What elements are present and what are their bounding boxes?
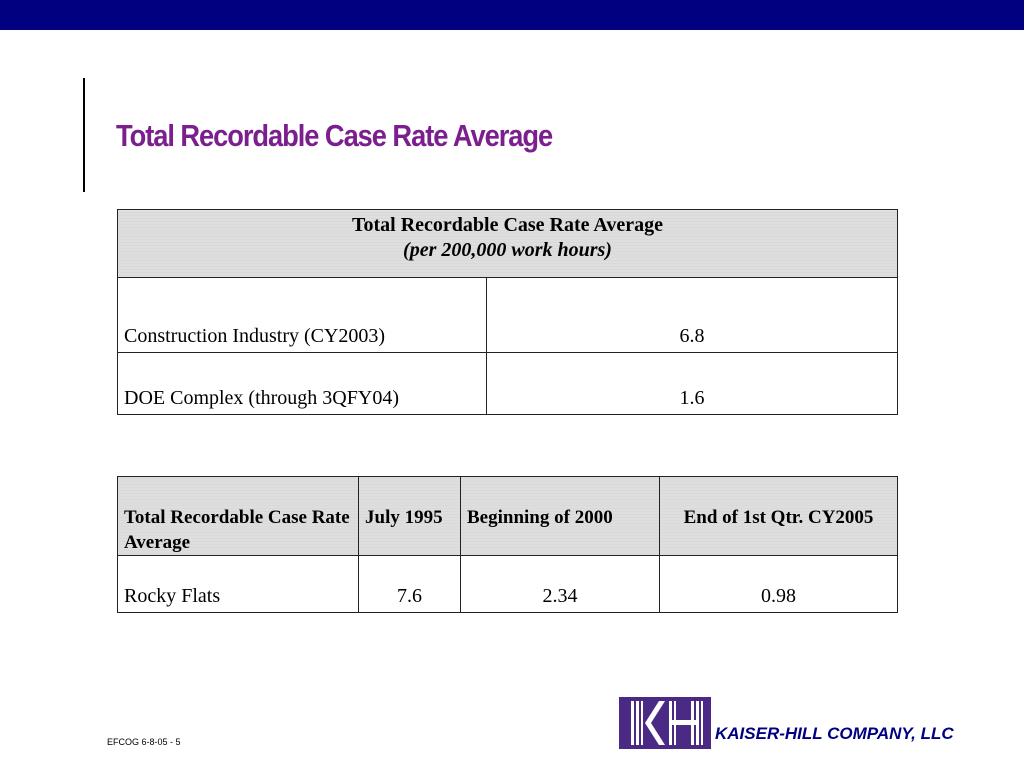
table-row: DOE Complex (through 3QFY04) 1.6 <box>117 352 898 415</box>
slide-title: Total Recordable Case Rate Average <box>116 118 553 153</box>
column-header: End of 1st Qtr. CY2005 <box>659 476 898 556</box>
top-banner-bar <box>0 0 1024 30</box>
table-header-row: Total Recordable Case Rate Average (per … <box>117 209 898 278</box>
row-label: DOE Complex (through 3QFY04) <box>117 352 487 415</box>
table-header-row: Total Recordable Case Rate Average July … <box>117 476 898 556</box>
row-value: 2.34 <box>460 555 660 613</box>
footer-slide-code: EFCOG 6-8-05 - 5 <box>107 737 181 747</box>
column-header: Total Recordable Case Rate Average <box>117 476 359 556</box>
row-value: 7.6 <box>358 555 461 613</box>
table-header-subtitle: (per 200,000 work hours) <box>403 239 612 261</box>
row-label: Construction Industry (CY2003) <box>117 277 487 353</box>
title-accent-line <box>83 78 85 192</box>
rate-average-table: Total Recordable Case Rate Average (per … <box>117 209 898 415</box>
table-row: Rocky Flats 7.6 2.34 0.98 <box>117 555 898 613</box>
column-header: July 1995 <box>358 476 461 556</box>
row-value: 0.98 <box>659 555 898 613</box>
row-label: Rocky Flats <box>117 555 359 613</box>
row-value: 6.8 <box>486 277 898 353</box>
column-header: Beginning of 2000 <box>460 476 660 556</box>
table-row: Construction Industry (CY2003) 6.8 <box>117 277 898 353</box>
kaiser-hill-logo-icon <box>619 697 711 749</box>
table-header-title: Total Recordable Case Rate Average <box>351 214 664 236</box>
company-name: KAISER-HILL COMPANY, LLC <box>715 724 954 743</box>
row-value: 1.6 <box>486 352 898 415</box>
rocky-flats-table: Total Recordable Case Rate Average July … <box>117 476 898 613</box>
table-header-cell: Total Recordable Case Rate Average (per … <box>117 209 898 278</box>
